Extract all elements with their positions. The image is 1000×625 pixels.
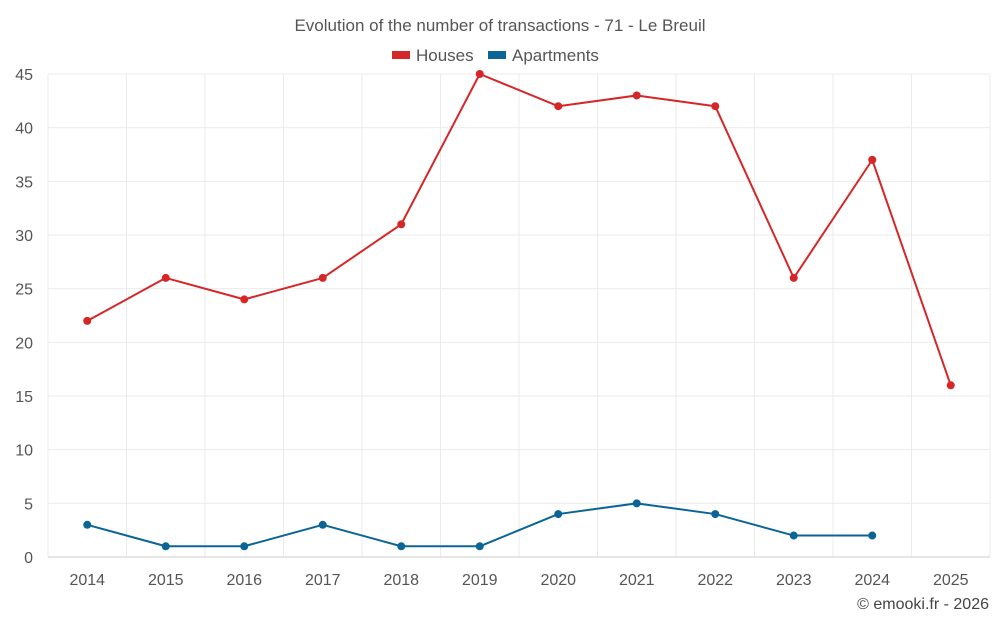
x-tick-label: 2018 xyxy=(383,572,419,589)
data-point-apartments[interactable] xyxy=(632,499,641,508)
data-point-houses[interactable] xyxy=(868,155,877,164)
data-point-apartments[interactable] xyxy=(318,520,327,529)
grid xyxy=(47,73,991,557)
data-point-houses[interactable] xyxy=(789,273,798,282)
legend-label-houses: Houses xyxy=(416,46,474,65)
data-point-apartments[interactable] xyxy=(711,510,720,519)
x-tick-label: 2025 xyxy=(933,572,969,589)
data-point-apartments[interactable] xyxy=(868,531,877,540)
y-tick-label: 5 xyxy=(24,496,33,513)
data-point-houses[interactable] xyxy=(83,316,92,325)
legend-label-apartments: Apartments xyxy=(512,46,599,65)
series xyxy=(83,70,955,551)
data-point-apartments[interactable] xyxy=(397,542,406,551)
x-tick-label: 2014 xyxy=(69,572,105,589)
chart-title: Evolution of the number of transactions … xyxy=(294,16,705,35)
y-tick-label: 15 xyxy=(15,389,33,406)
data-point-houses[interactable] xyxy=(554,102,563,111)
y-tick-label: 40 xyxy=(15,121,33,138)
x-tick-label: 2015 xyxy=(148,572,184,589)
y-axis: 0 5 10 15 20 25 30 35 40 45 xyxy=(15,67,33,567)
x-tick-label: 2021 xyxy=(619,572,655,589)
data-point-apartments[interactable] xyxy=(83,520,92,529)
series-line-houses xyxy=(86,73,952,386)
credit-text: © emooki.fr - 2026 xyxy=(857,596,989,613)
y-tick-label: 45 xyxy=(15,67,33,84)
legend: Houses Apartments xyxy=(392,46,599,65)
x-tick-label: 2022 xyxy=(697,572,733,589)
x-tick-label: 2017 xyxy=(305,572,341,589)
legend-item-apartments[interactable]: Apartments xyxy=(488,46,599,65)
x-tick-label: 2023 xyxy=(776,572,812,589)
x-tick-label: 2020 xyxy=(540,572,576,589)
y-tick-label: 30 xyxy=(15,228,33,245)
legend-item-houses[interactable]: Houses xyxy=(392,46,474,65)
data-point-houses[interactable] xyxy=(318,273,327,282)
data-point-houses[interactable] xyxy=(475,70,484,78)
x-tick-label: 2016 xyxy=(226,572,262,589)
data-point-houses[interactable] xyxy=(161,273,170,282)
data-point-houses[interactable] xyxy=(946,381,955,390)
data-point-houses[interactable] xyxy=(240,295,249,304)
data-point-apartments[interactable] xyxy=(240,542,249,551)
x-axis: 2014 2015 2016 2017 2018 2019 2020 2021 2022 2023… xyxy=(48,556,990,589)
y-tick-label: 25 xyxy=(15,282,33,299)
x-tick-label: 2024 xyxy=(854,572,890,589)
data-point-houses[interactable] xyxy=(397,220,406,229)
legend-swatch-houses xyxy=(392,51,410,59)
y-tick-label: 35 xyxy=(15,174,33,191)
data-point-apartments[interactable] xyxy=(789,531,798,540)
data-point-apartments[interactable] xyxy=(161,542,170,551)
data-point-apartments[interactable] xyxy=(554,510,563,519)
x-tick-label: 2019 xyxy=(462,572,498,589)
data-point-houses[interactable] xyxy=(711,102,720,111)
legend-swatch-apartments xyxy=(488,51,506,59)
y-tick-label: 0 xyxy=(24,550,33,567)
y-tick-label: 10 xyxy=(15,443,33,460)
y-tick-label: 20 xyxy=(15,335,33,352)
data-point-apartments[interactable] xyxy=(475,542,484,551)
data-point-houses[interactable] xyxy=(632,91,641,100)
